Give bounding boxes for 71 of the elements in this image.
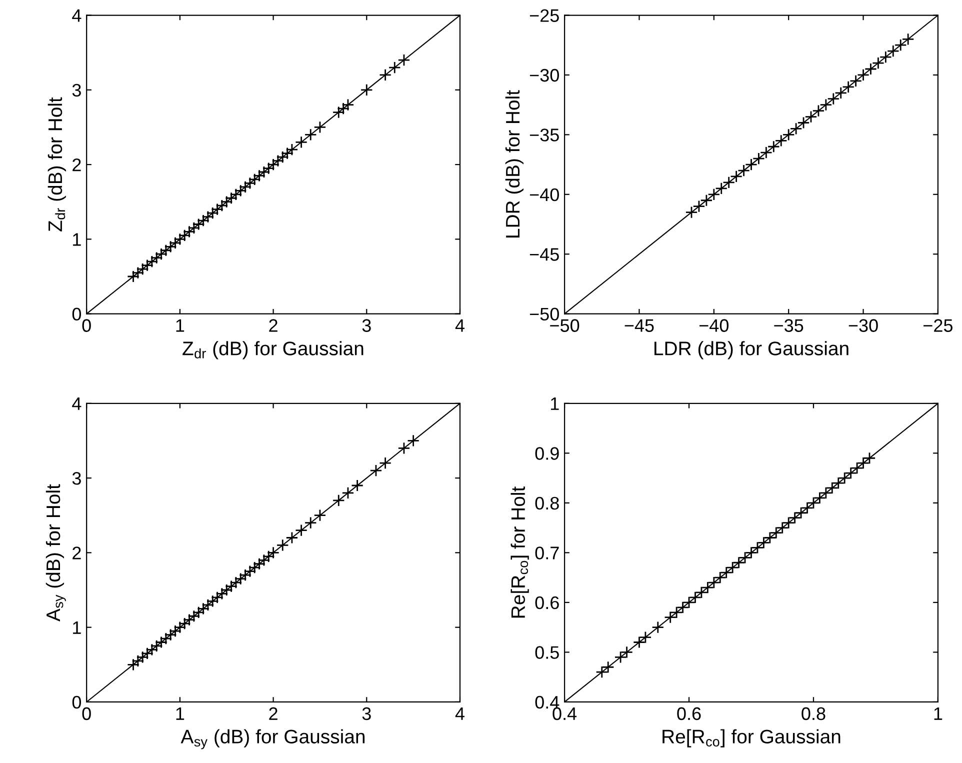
x-tick-label: 1 [176,319,184,332]
x-tick-label: 3 [362,319,371,332]
x-tick-label: 2 [269,319,278,332]
y-tick-label: 0.8 [535,496,559,510]
x-axis-title: Re[R$_{co}$] for Gaussian [662,729,840,748]
y-tick-label: 3 [72,84,81,97]
y-tick-label: 2 [72,546,81,560]
x-axis-title: Z$_{dr}$ (dB) for Gaussian [182,341,364,360]
point [379,456,392,470]
x-tick-label: −25 [924,319,953,332]
x-tick-label: 4 [455,707,464,720]
point [407,434,420,447]
y-tick-label: −35 [530,128,559,142]
y-tick-label: −25 [530,9,559,22]
y-tick-label: 0.9 [535,447,559,460]
x-tick-label: 0 [82,707,91,720]
point [332,494,345,507]
x-tick-label: 0.8 [802,707,826,720]
x-axis-title: A$_{sy}$ (dB) for Gaussian [180,729,365,750]
y-tick-label: 0.7 [535,546,559,560]
x-tick-label: 1 [176,707,184,720]
y-tick-label: 0 [72,308,82,321]
y-axis-title: LDR (dB) for Holt [505,90,524,238]
y-tick-label: 3 [72,472,81,485]
x-tick-label: −45 [624,319,654,332]
point [286,532,298,544]
x-tick-label: −35 [774,319,804,332]
y-tick-label: 2 [72,158,81,172]
x-tick-label: 0.4 [552,707,577,720]
point [370,464,382,477]
point [295,136,308,148]
x-tick-label: −30 [848,319,878,332]
x-tick-label: 1 [934,707,942,720]
y-axis-title: A$_{sy}$ (dB) for Holt [46,484,66,622]
y-tick-label: 1 [73,233,81,246]
y-tick-label: 1 [73,621,81,634]
y-tick-label: 0.4 [535,696,560,709]
y-tick-label: −50 [530,308,559,321]
x-tick-label: 0 [82,319,91,332]
point [295,524,308,537]
point [304,128,317,141]
y-tick-label: −30 [530,68,559,82]
y-tick-label: 0.6 [535,596,559,610]
x-tick-label: 2 [269,707,278,720]
y-tick-label: 1 [551,398,559,410]
point [398,442,410,454]
x-axis-title: LDR (dB) for Gaussian [654,341,848,360]
x-tick-label: −50 [550,319,580,332]
x-tick-label: 3 [362,707,371,720]
y-tick-label: 0 [72,696,82,709]
y-axis-title: Z$_{dr}$ (dB) for Holt [48,97,66,232]
point [388,61,401,74]
point [304,516,317,530]
x-tick-label: 4 [455,319,464,332]
point [314,509,326,522]
y-tick-label: 4 [72,398,82,410]
point [351,479,364,492]
point [342,486,354,500]
y-tick-label: −45 [530,248,559,261]
point [379,68,392,82]
y-tick-label: −40 [530,188,559,202]
point [276,538,289,552]
x-tick-label: 0.6 [677,707,701,720]
y-axis-title: Re[R$_{co}$] for Holt [510,486,529,618]
point [398,54,410,66]
x-tick-label: −40 [699,319,729,332]
y-tick-label: 0.5 [535,646,559,659]
point [652,621,664,634]
y-tick-label: 4 [72,9,82,22]
point [360,84,373,96]
point [314,120,326,134]
